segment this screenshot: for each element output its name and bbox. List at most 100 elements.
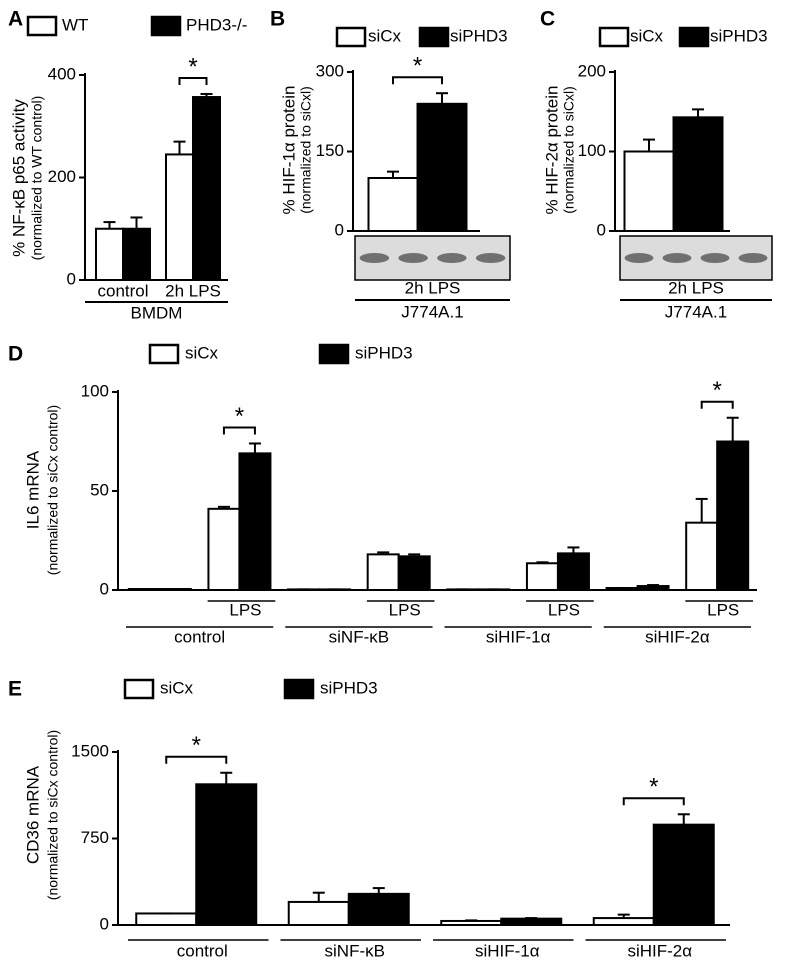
error-bar — [536, 561, 549, 564]
error-bar — [248, 442, 261, 454]
significance-star: * — [192, 732, 201, 759]
bar — [397, 555, 431, 592]
legend-swatch — [318, 343, 350, 365]
y-axis-label: % NF-κB p65 activity — [9, 99, 28, 257]
significance-star: * — [235, 403, 244, 430]
error-bar — [217, 505, 230, 509]
x-tick-label: 2h LPS — [405, 278, 461, 297]
panel-label: C — [540, 8, 555, 31]
y-tick-label: 100 — [578, 141, 606, 160]
panel-label: A — [8, 8, 23, 31]
error-bar — [372, 887, 385, 894]
y-axis-label: % HIF-1α protein — [279, 86, 298, 215]
x-tick-label: siNF-κB — [325, 941, 385, 960]
y-tick-label: 0 — [100, 579, 109, 598]
y-tick-label: 0 — [67, 269, 76, 288]
legend-label: siCx — [368, 26, 402, 45]
bar — [500, 917, 563, 927]
y-tick-label: 50 — [90, 480, 109, 499]
error-bar — [692, 108, 704, 118]
error-bar — [695, 497, 708, 523]
legend-label: siPHD3 — [710, 26, 768, 45]
error-bar — [643, 138, 655, 152]
blot-band — [398, 253, 428, 263]
group-label: J774A.1 — [401, 302, 463, 321]
bar — [165, 153, 194, 281]
bar — [347, 892, 410, 926]
legend-swatch — [418, 26, 450, 48]
panel-label: D — [8, 343, 23, 366]
error-bar — [130, 216, 143, 229]
group-label: J774A.1 — [665, 302, 727, 321]
bar — [652, 823, 715, 926]
x-tick-label: LPS — [229, 600, 261, 619]
x-tick-label: LPS — [389, 600, 421, 619]
bar — [525, 562, 559, 592]
legend-label: siPHD3 — [355, 343, 413, 362]
x-tick-label: siHIF-2α — [627, 941, 692, 960]
blot-band — [662, 253, 692, 263]
blot-band — [738, 253, 768, 263]
significance-bracket — [392, 76, 443, 85]
error-bar — [408, 553, 421, 557]
legend-swatch — [598, 26, 630, 48]
y-tick-label: 400 — [48, 64, 76, 83]
y-tick-label: 300 — [316, 61, 344, 80]
error-bar — [377, 551, 390, 555]
error-bar — [465, 919, 478, 922]
panel-label: E — [8, 678, 22, 701]
x-tick-label: LPS — [707, 600, 739, 619]
y-axis-label: IL6 mRNA — [23, 450, 42, 529]
legend-swatch — [150, 15, 182, 37]
bar — [207, 507, 241, 592]
significance-bracket — [178, 76, 208, 85]
error-bar — [103, 221, 116, 229]
x-tick-label: siHIF-1α — [475, 941, 540, 960]
legend-label: WT — [62, 15, 88, 34]
bar — [135, 912, 198, 927]
legend-label: siCx — [160, 678, 194, 697]
legend-swatch — [335, 26, 367, 48]
significance-bracket — [622, 797, 685, 806]
y-axis-label: CD36 mRNA — [23, 765, 42, 864]
bar — [636, 585, 670, 591]
error-bar — [220, 771, 233, 785]
y-tick-label: 1500 — [71, 741, 109, 760]
group-label: siHIF-1α — [486, 627, 551, 646]
bar — [623, 150, 675, 232]
significance-star: * — [188, 53, 197, 80]
significance-bracket — [700, 400, 734, 409]
y-tick-label: 100 — [81, 381, 109, 400]
x-tick-label: 2h LPS — [668, 278, 724, 297]
y-tick-label: 150 — [316, 141, 344, 160]
bar — [195, 783, 258, 926]
error-bar — [647, 584, 660, 587]
y-axis-label: (normalized to WT control) — [29, 96, 45, 261]
group-label: control — [174, 627, 225, 646]
group-label: siHIF-2α — [645, 627, 710, 646]
legend-label: siCx — [185, 343, 219, 362]
legend-label: siPHD3 — [450, 26, 508, 45]
legend-swatch — [123, 678, 155, 700]
y-axis-label: (normalized to siCx control) — [45, 405, 61, 575]
y-tick-label: 0 — [597, 220, 606, 239]
error-bar — [525, 917, 538, 920]
blot-band — [700, 253, 730, 263]
x-tick-label: LPS — [548, 600, 580, 619]
legend-label: siCx — [630, 26, 664, 45]
legend-label: PHD3-/- — [186, 15, 247, 34]
error-bar — [200, 92, 213, 98]
blot-band — [437, 253, 467, 263]
blot-band — [475, 253, 506, 263]
y-axis-label: (normalized to siCxl) — [561, 86, 577, 214]
significance-star: * — [649, 774, 658, 801]
legend-swatch — [148, 343, 180, 365]
blot-band — [624, 253, 654, 263]
bar — [95, 227, 124, 281]
error-bar — [726, 416, 739, 442]
x-tick-label: control — [177, 941, 228, 960]
blot-band — [359, 253, 390, 263]
y-axis-label: (normalized to siCxl) — [298, 86, 314, 214]
y-axis-label: (normalized to siCx control) — [45, 730, 61, 900]
panel-label: B — [270, 8, 285, 31]
